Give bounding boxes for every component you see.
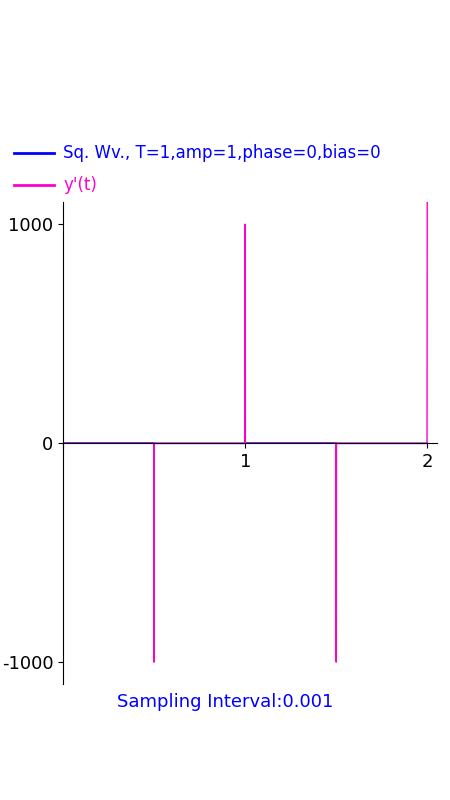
Text: FREQUENCY: FREQUENCY <box>263 101 385 119</box>
Text: y(t): y(t) <box>102 50 141 70</box>
Text: ○: ○ <box>215 754 235 774</box>
Text: Sampling Interval:0.001: Sampling Interval:0.001 <box>117 693 333 710</box>
Text: y'(t): y'(t) <box>63 176 97 194</box>
Text: □: □ <box>350 754 370 774</box>
Text: 22%: 22% <box>310 9 338 22</box>
Text: T: T <box>106 101 119 119</box>
Text: ◁: ◁ <box>81 754 99 774</box>
Text: Sq. Wv., T=1,amp=1,phase=0,bias=0: Sq. Wv., T=1,amp=1,phase=0,bias=0 <box>63 145 381 162</box>
Text: 06:42: 06:42 <box>392 8 436 22</box>
